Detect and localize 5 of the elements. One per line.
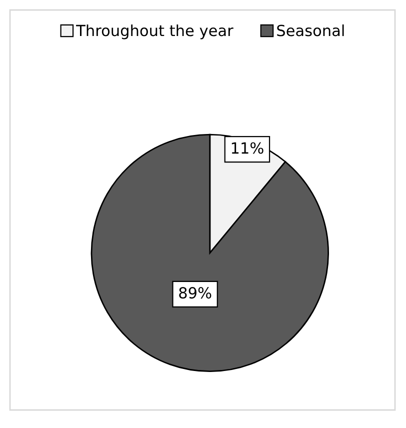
legend-label: Throughout the year <box>76 24 234 40</box>
data-label: 89% <box>179 287 212 299</box>
pie-slice <box>90 134 329 372</box>
data-label: 11% <box>232 142 264 154</box>
legend-label: Seasonal <box>277 24 344 36</box>
